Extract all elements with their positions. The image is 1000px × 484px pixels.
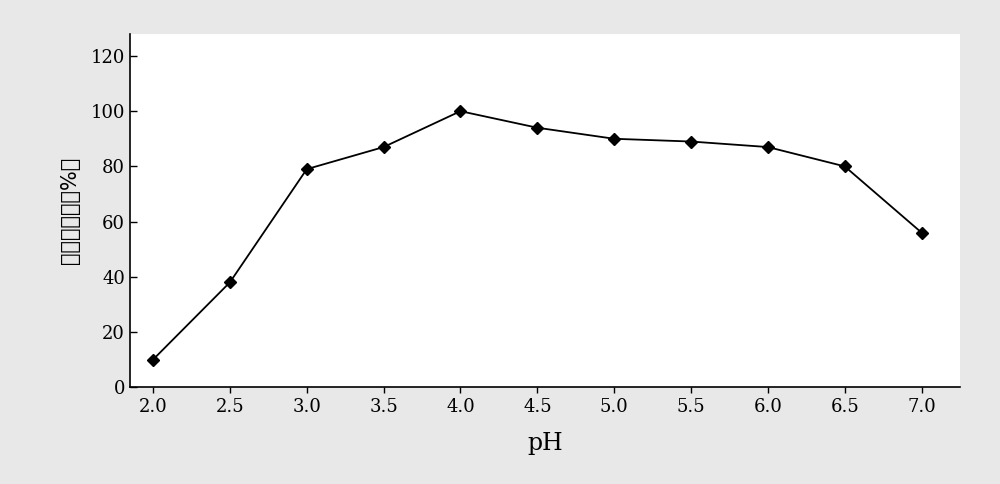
Y-axis label: 相对酶活力（%）: 相对酶活力（%） (60, 157, 80, 264)
X-axis label: pH: pH (527, 432, 563, 455)
